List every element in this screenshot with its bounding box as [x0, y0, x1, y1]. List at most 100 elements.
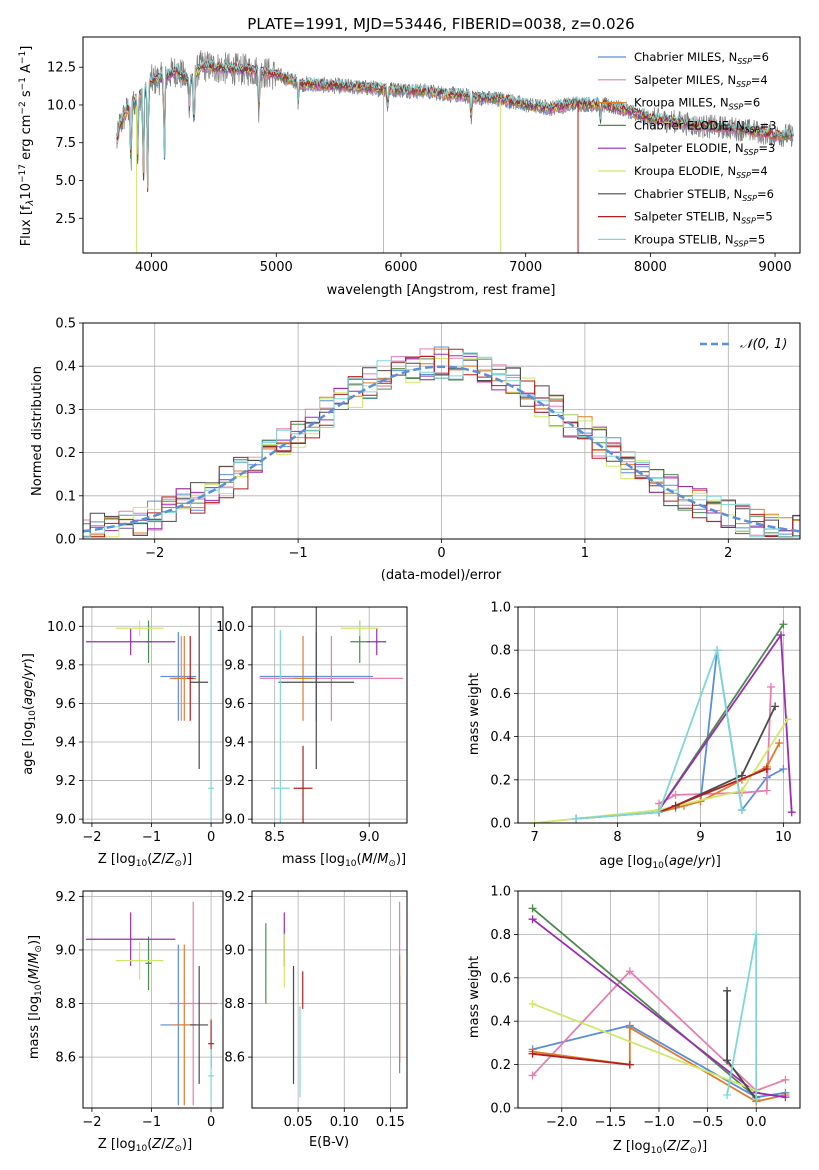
x-tick-label: 7: [530, 830, 538, 845]
x-tick-label: 0.15: [376, 1115, 405, 1130]
spectrum-legend: Chabrier MILES, NSSP=6 Salpeter MILES, NS…: [598, 50, 776, 248]
x-tick-label: 9: [696, 830, 704, 845]
x-tick-label: 0.05: [284, 1115, 313, 1130]
hist-chabrier-stelib: [83, 359, 800, 538]
mw-vs-age-plot: 7 8 9 10 0.0 0.2 0.4 0.6 0.8 1.0: [490, 601, 801, 845]
y-tick-label: 7.5: [55, 136, 76, 151]
y-tick-label: 0.2: [490, 773, 511, 788]
series-marker: [752, 930, 761, 939]
series-marker: [713, 646, 722, 655]
y-tick-label: 0.0: [490, 817, 511, 832]
y-tick-label: 0.1: [55, 489, 76, 504]
series-marker: [528, 999, 537, 1008]
y-tick-label: 0.6: [490, 687, 511, 702]
hist-chabrier-elodie: [83, 353, 800, 538]
y-tick-label: 0.4: [490, 730, 511, 745]
series-marker: [787, 808, 796, 817]
y-tick-label: 9.8: [55, 658, 76, 673]
series-line: [532, 907, 757, 1098]
mw-vs-age-ylabel: mass weight: [467, 673, 482, 755]
y-tick-label: 1.0: [490, 885, 511, 900]
spectrum-xlabel: wavelength [Angstrom, rest frame]: [327, 283, 556, 298]
x-tick-label: −1: [289, 546, 308, 561]
mw-vs-age-panel: 7 8 9 10 0.0 0.2 0.4 0.6 0.8 1.0 age [log10(age/y…: [467, 601, 801, 871]
x-tick-label: 1: [581, 546, 589, 561]
y-tick-label: 5.0: [55, 174, 76, 189]
x-tick-label: −1.5: [595, 1115, 627, 1130]
series-marker: [752, 1095, 761, 1104]
series-line: [532, 1002, 757, 1092]
mass-vs-Z-ylabel: mass [log10(M/M⊙)]: [27, 935, 44, 1059]
residuals-xlabel: (data-model)/error: [381, 568, 502, 583]
x-tick-label: 0: [207, 830, 215, 845]
mass-vs-ebv-panel: 0.05 0.10 0.15 8.6 8.8 9.0 9.2 E(B-V): [224, 890, 408, 1150]
series-marker: [762, 786, 771, 795]
y-tick-label: 8.6: [224, 1051, 245, 1066]
legend-label: Salpeter MILES, NSSP=4: [634, 73, 768, 89]
y-tick-label: 9.0: [55, 943, 76, 958]
series-line: [532, 1052, 630, 1066]
x-tick-label: 8: [613, 830, 621, 845]
y-tick-label: 9.6: [224, 697, 245, 712]
legend-label: Kroupa STELIB, NSSP=5: [634, 232, 765, 248]
y-tick-label: 9.2: [224, 890, 245, 905]
mw-vs-Z-xlabel: Z [log10(Z/Z⊙)]: [613, 1139, 707, 1156]
axes-frame: [517, 606, 801, 824]
mw-vs-age-xlabel: age [log10(age/yr)]: [599, 854, 721, 871]
legend-label: Salpeter STELIB, NSSP=5: [634, 210, 773, 226]
series-marker: [776, 631, 785, 640]
series-marker: [625, 1023, 634, 1032]
plot-area: [530, 620, 796, 823]
x-tick-label: −1: [142, 830, 161, 845]
residuals-panel: −2 −1 0 1 2 0.0 0.1 0.2 0.3 0.4 0.5 (data-model)/e…: [30, 317, 801, 583]
age-vs-Z-xlabel: Z [log10(Z/Z⊙)]: [98, 852, 192, 869]
series-marker: [723, 986, 732, 995]
spectrum-plot: 4000 5000 6000 7000 8000 9000 2.5 5.0 7.5 10.0 12.…: [47, 36, 801, 275]
x-tick-label: 0: [437, 546, 445, 561]
x-tick-label: −2: [82, 830, 101, 845]
y-tick-label: 8.6: [55, 1051, 76, 1066]
spectrum-ylabel: Flux [fλ10−17 erg cm−2 s−1 A−1]: [18, 46, 36, 247]
plot-area: [259, 607, 404, 823]
mass-vs-Z-xlabel: Z [log10(Z/Z⊙)]: [98, 1137, 192, 1154]
y-tick-label: 0.2: [490, 1058, 511, 1073]
legend-label: Salpeter ELODIE, NSSP=3: [634, 141, 775, 157]
y-tick-label: 9.8: [224, 658, 245, 673]
model-line-kroupa-miles: [116, 63, 794, 193]
normal-reference-curve: [83, 365, 800, 533]
series-marker: [625, 1060, 634, 1069]
y-tick-label: 9.0: [55, 813, 76, 828]
series-line: [576, 649, 743, 820]
series-marker: [572, 814, 581, 823]
residuals-plot: −2 −1 0 1 2 0.0 0.1 0.2 0.3 0.4 0.5: [55, 317, 801, 561]
x-tick-label: −1.0: [643, 1115, 675, 1130]
y-tick-label: 10.0: [216, 620, 245, 635]
mass-vs-Z-panel: −2 −1 0 8.6 8.8 9.0 9.2 Z [log10(Z/Z⊙)] mass […: [27, 890, 224, 1154]
series-marker: [528, 915, 537, 924]
series-marker: [528, 904, 537, 913]
x-tick-label: 8.5: [264, 830, 285, 845]
x-tick-label: 0: [207, 1115, 215, 1130]
series-marker: [625, 967, 634, 976]
series-marker: [775, 739, 784, 748]
y-tick-label: 9.4: [55, 736, 76, 751]
mass-vs-ebv-plot: 0.05 0.10 0.15 8.6 8.8 9.0 9.2: [224, 890, 408, 1130]
series-marker: [762, 765, 771, 773]
series-marker: [723, 1056, 732, 1065]
x-tick-label: 8000: [634, 260, 667, 275]
y-tick-label: 1.0: [490, 601, 511, 616]
y-tick-label: 0.0: [55, 533, 76, 548]
mass-vs-Z-plot: −2 −1 0 8.6 8.8 9.0 9.2: [55, 890, 224, 1130]
legend-label: Kroupa ELODIE, NSSP=4: [634, 164, 768, 180]
hist-chabrier-miles: [83, 346, 800, 537]
x-tick-label: −1: [142, 1115, 161, 1130]
axes-frame: [251, 606, 408, 824]
plot-area: [83, 346, 800, 538]
series-marker: [779, 765, 788, 773]
x-tick-label: 5000: [260, 260, 293, 275]
y-tick-label: 10.0: [47, 98, 76, 113]
age-vs-Z-ylabel: age [log10(age/yr)]: [21, 653, 38, 775]
mass-vs-ebv-xlabel: E(B-V): [309, 1135, 349, 1150]
y-tick-label: 0.4: [55, 360, 76, 375]
